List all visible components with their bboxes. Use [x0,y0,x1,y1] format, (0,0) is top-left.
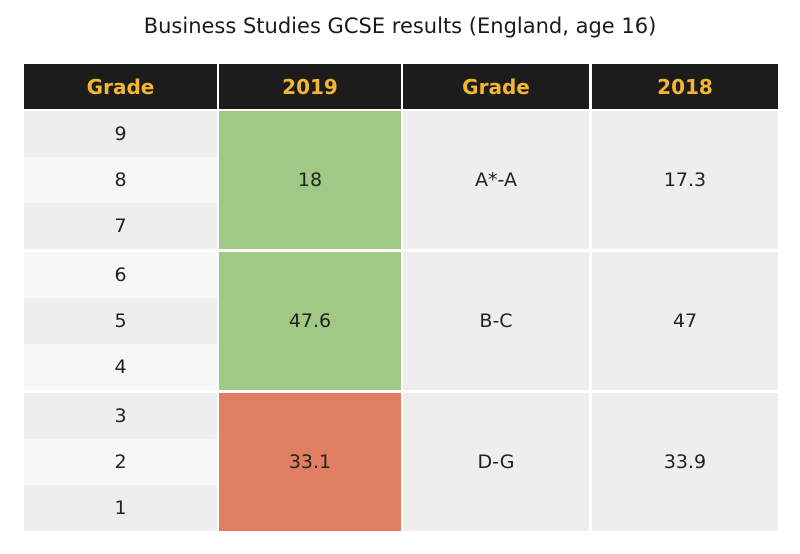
grade-row: 3 [24,393,217,439]
old-grade-cell: A*-A [403,111,589,249]
value-2018-cell: 33.9 [592,393,778,531]
value-2019-cell: 18 [219,111,401,249]
value-2018-cell: 47 [592,252,778,390]
results-table: Grade 2019 Grade 2018 9 8 7 6 5 4 3 2 1 … [24,64,778,531]
value-2018-cell: 17.3 [592,111,778,249]
grade-row: 5 [24,298,217,344]
grade-row: 8 [24,157,217,203]
grade-row: 7 [24,203,217,249]
grade-row: 6 [24,252,217,298]
grade-row: 1 [24,485,217,531]
value-2019-cell: 33.1 [219,393,401,531]
old-grade-cell: B-C [403,252,589,390]
chart-title: Business Studies GCSE results (England, … [143,14,657,38]
header-2019: 2019 [219,64,401,109]
value-2019-cell: 47.6 [219,252,401,390]
grade-row: 9 [24,111,217,157]
header-2018: 2018 [592,64,778,109]
grade-row: 2 [24,439,217,485]
header-grade-new: Grade [24,64,217,109]
header-grade-old: Grade [403,64,589,109]
grade-row: 4 [24,344,217,390]
old-grade-cell: D-G [403,393,589,531]
